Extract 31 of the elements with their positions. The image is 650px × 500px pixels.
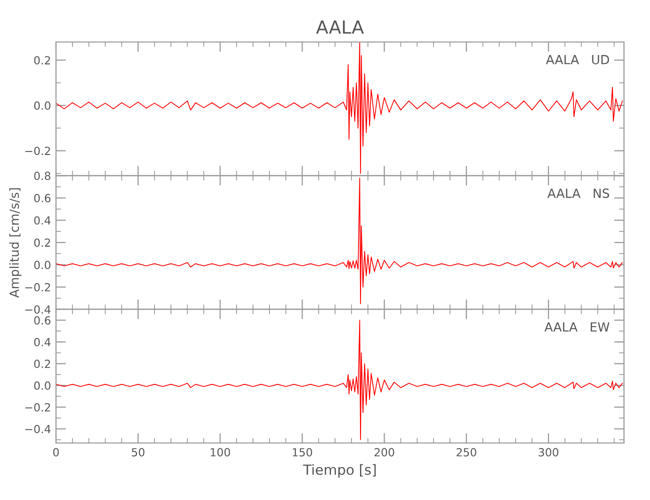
- y-tick-label: 0.4: [34, 216, 51, 225]
- y-tick-label: 0.0: [34, 381, 50, 390]
- y-tick-label: −0.2: [25, 403, 50, 412]
- y-tick-label: 0.6: [34, 194, 50, 202]
- y-tick-label: 0.6: [34, 316, 50, 325]
- x-tick-label: 50: [132, 448, 144, 456]
- line-series: [56, 42, 623, 174]
- y-tick-label: −0.4: [25, 424, 51, 434]
- y-tick-label: 0.0: [34, 101, 50, 110]
- annotation: AALA EW: [544, 322, 610, 332]
- y-tick-label: −0.2: [25, 146, 50, 156]
- line-series: [56, 320, 623, 440]
- annotation: AALA UD: [546, 55, 610, 64]
- chart-title: AALA: [316, 20, 364, 34]
- y-tick-label: 0.2: [34, 360, 50, 368]
- y-tick-label: 0.4: [34, 338, 51, 346]
- y-tick-label: −0.4: [25, 305, 51, 314]
- y-axis-title: Amplitud [cm/s/s]: [9, 188, 22, 298]
- x-tick-label: 250: [456, 448, 476, 456]
- x-tick-label: 300: [538, 448, 558, 456]
- x-axis-title: Tiempo [s]: [303, 464, 376, 478]
- y-tick-label: 0.2: [34, 238, 50, 247]
- x-tick-label: 200: [374, 448, 394, 456]
- y-tick-label: 0.2: [34, 56, 50, 65]
- y-tick-label: 0.0: [34, 260, 50, 270]
- y-tick-label: 0.8: [34, 172, 50, 180]
- x-tick-label: 100: [210, 448, 230, 456]
- x-tick-label: 0: [53, 448, 59, 456]
- annotation: AALA NS: [547, 188, 610, 198]
- y-tick-label: −0.2: [25, 283, 50, 292]
- x-tick-label: 150: [292, 448, 312, 456]
